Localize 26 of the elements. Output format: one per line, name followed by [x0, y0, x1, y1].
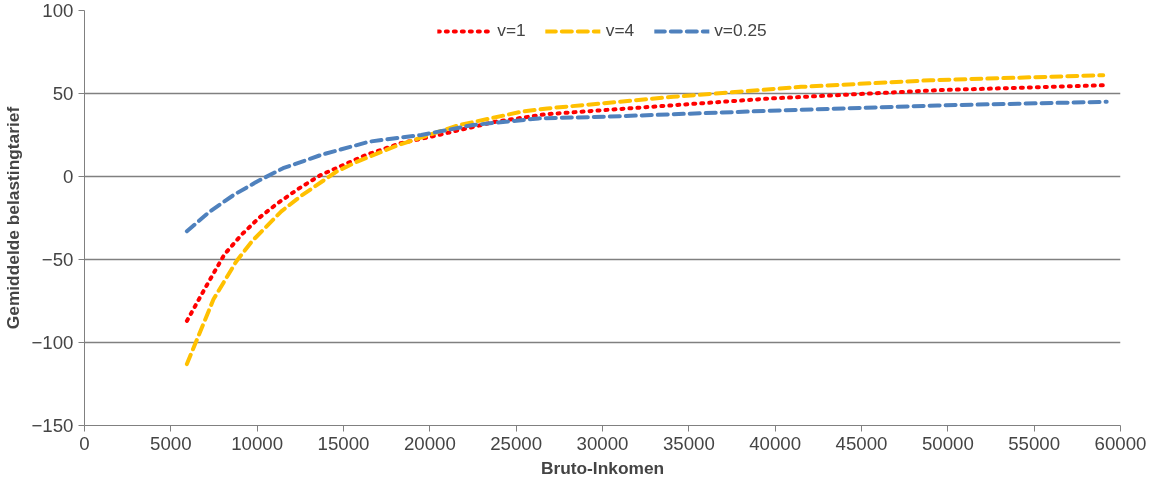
x-tick-label: 15000 [317, 432, 370, 454]
y-tick-label: −100 [31, 332, 74, 353]
line-series [184, 99, 1109, 234]
y-tick-label: −150 [31, 415, 74, 436]
y-axis-title: Gemiddelde belastingtarief [3, 106, 24, 330]
x-tick-label: 25000 [490, 432, 543, 454]
legend-label: v=4 [605, 20, 635, 41]
y-tick-label: 100 [42, 0, 74, 21]
x-tick-label: 5000 [150, 432, 192, 454]
y-tick-label: −50 [41, 249, 74, 270]
x-tick-label: 10000 [231, 432, 284, 454]
line-series [184, 73, 1106, 367]
x-tick-label: 40000 [749, 432, 802, 454]
x-tick-label: 0 [79, 432, 90, 454]
x-tick-label: 60000 [1094, 432, 1147, 454]
x-tick-label: 20000 [403, 432, 456, 454]
x-tick-label: 45000 [835, 432, 888, 454]
y-tick-label: 50 [52, 83, 74, 104]
x-tick-label: 50000 [921, 432, 974, 454]
x-axis-title: Bruto-Inkomen [540, 457, 665, 478]
x-tick-label: 55000 [1008, 432, 1061, 454]
x-tick-label: 30000 [576, 432, 629, 454]
legend-label: v=1 [497, 20, 526, 41]
legend-label: v=0.25 [714, 20, 767, 41]
y-tick-label: 0 [63, 166, 74, 187]
x-tick-label: 35000 [662, 432, 715, 454]
